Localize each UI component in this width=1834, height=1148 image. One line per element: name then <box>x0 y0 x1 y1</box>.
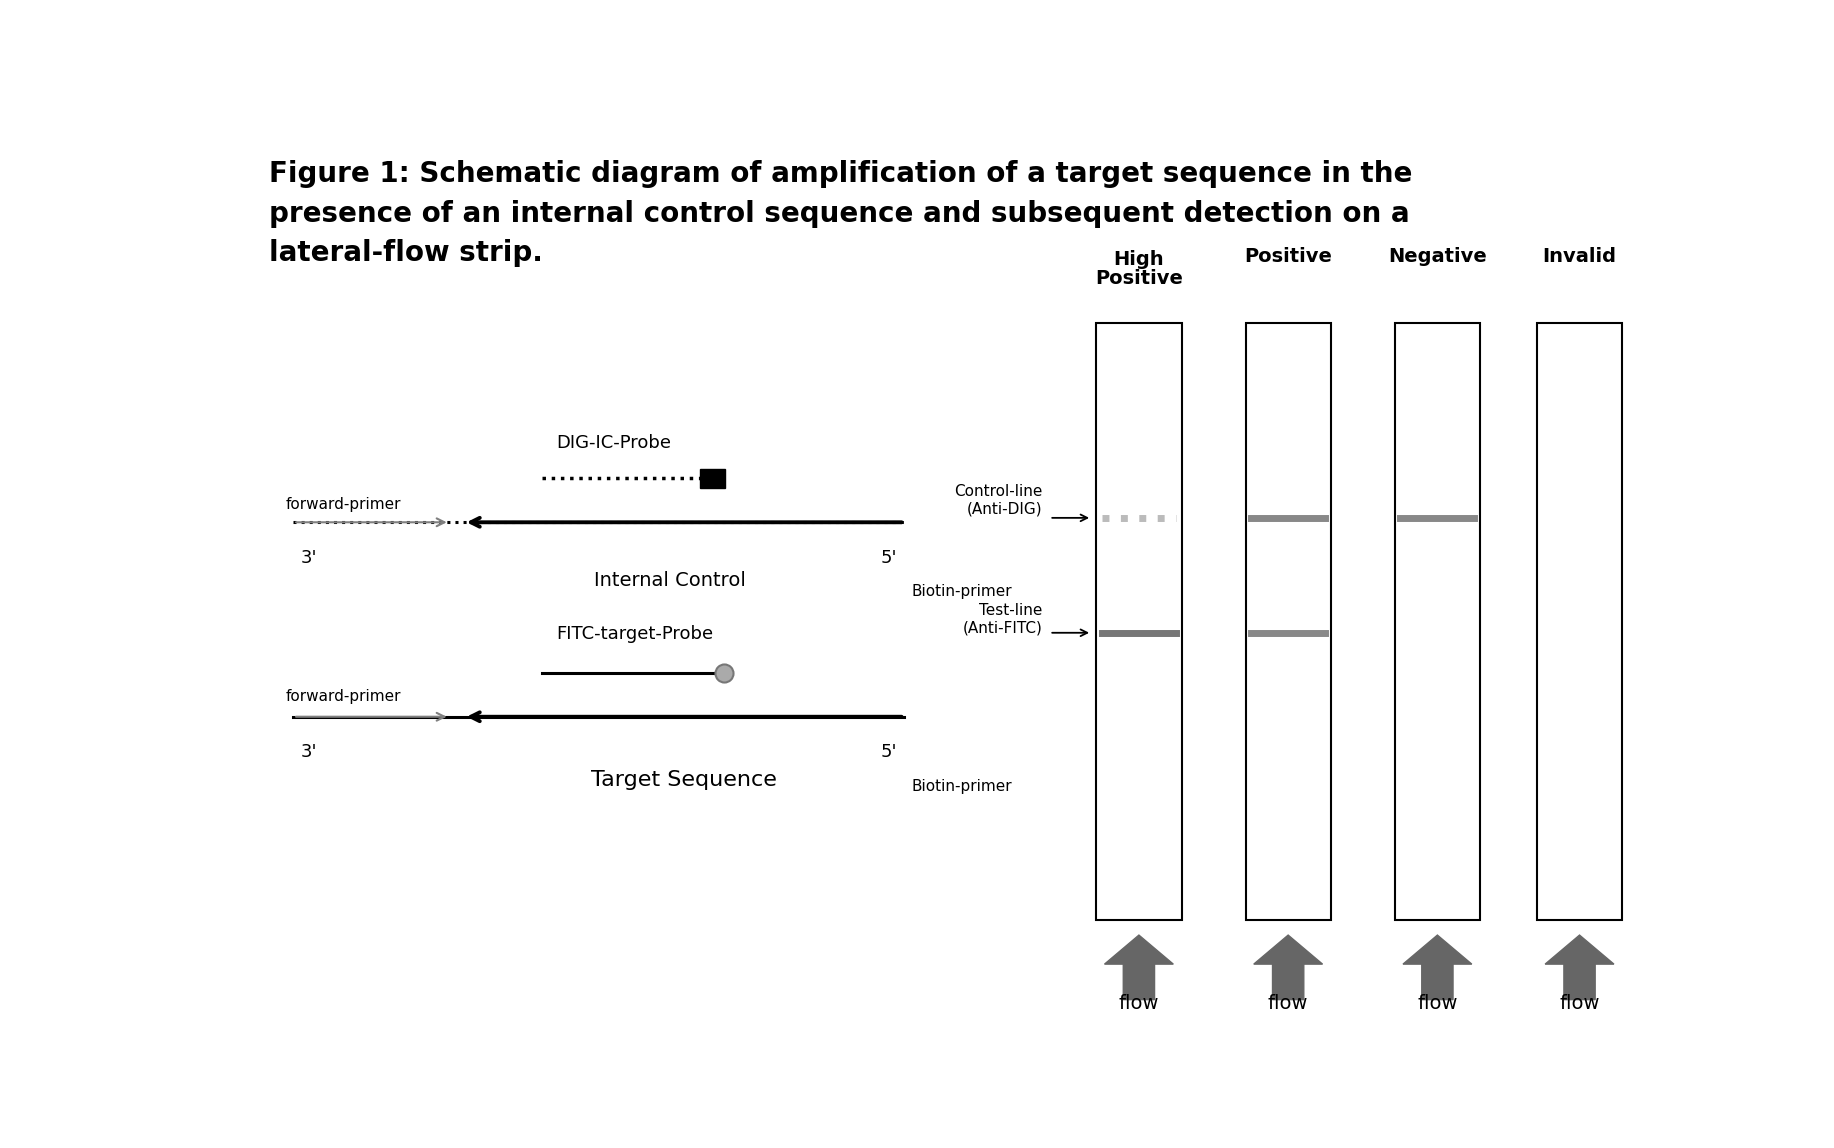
Text: Target Sequence: Target Sequence <box>591 770 778 790</box>
Text: 3': 3' <box>301 549 317 567</box>
Text: 5': 5' <box>880 743 897 761</box>
Text: Negative: Negative <box>1388 247 1487 266</box>
Text: flow: flow <box>1267 994 1308 1013</box>
Text: Invalid: Invalid <box>1542 247 1616 266</box>
Text: DIG-IC-Probe: DIG-IC-Probe <box>556 434 671 451</box>
Text: 3': 3' <box>301 743 317 761</box>
Text: Control-line
(Anti-DIG): Control-line (Anti-DIG) <box>954 484 1042 517</box>
Bar <box>701 468 724 488</box>
Bar <box>1097 324 1181 920</box>
Text: flow: flow <box>1418 994 1458 1013</box>
FancyArrow shape <box>1403 936 1473 1000</box>
Text: Figure 1: Schematic diagram of amplification of a target sequence in the: Figure 1: Schematic diagram of amplifica… <box>270 160 1412 188</box>
Text: flow: flow <box>1559 994 1599 1013</box>
Text: forward-primer: forward-primer <box>286 689 402 704</box>
FancyArrow shape <box>1254 936 1322 1000</box>
Text: FITC-target-Probe: FITC-target-Probe <box>556 626 713 643</box>
FancyArrow shape <box>1544 936 1614 1000</box>
Text: lateral-flow strip.: lateral-flow strip. <box>270 240 543 267</box>
Text: forward-primer: forward-primer <box>286 497 402 512</box>
Text: Biotin-primer: Biotin-primer <box>911 584 1012 599</box>
Text: Biotin-primer: Biotin-primer <box>911 778 1012 793</box>
FancyArrow shape <box>1104 936 1174 1000</box>
Text: presence of an internal control sequence and subsequent detection on a: presence of an internal control sequence… <box>270 200 1410 227</box>
Bar <box>1396 324 1480 920</box>
Text: Internal Control: Internal Control <box>594 571 746 590</box>
Text: Test-line
(Anti-FITC): Test-line (Anti-FITC) <box>963 604 1042 636</box>
Text: 5': 5' <box>880 549 897 567</box>
Text: Positive: Positive <box>1243 247 1331 266</box>
Bar <box>1245 324 1331 920</box>
Bar <box>1537 324 1623 920</box>
Text: flow: flow <box>1119 994 1159 1013</box>
Text: High
Positive: High Positive <box>1095 250 1183 288</box>
